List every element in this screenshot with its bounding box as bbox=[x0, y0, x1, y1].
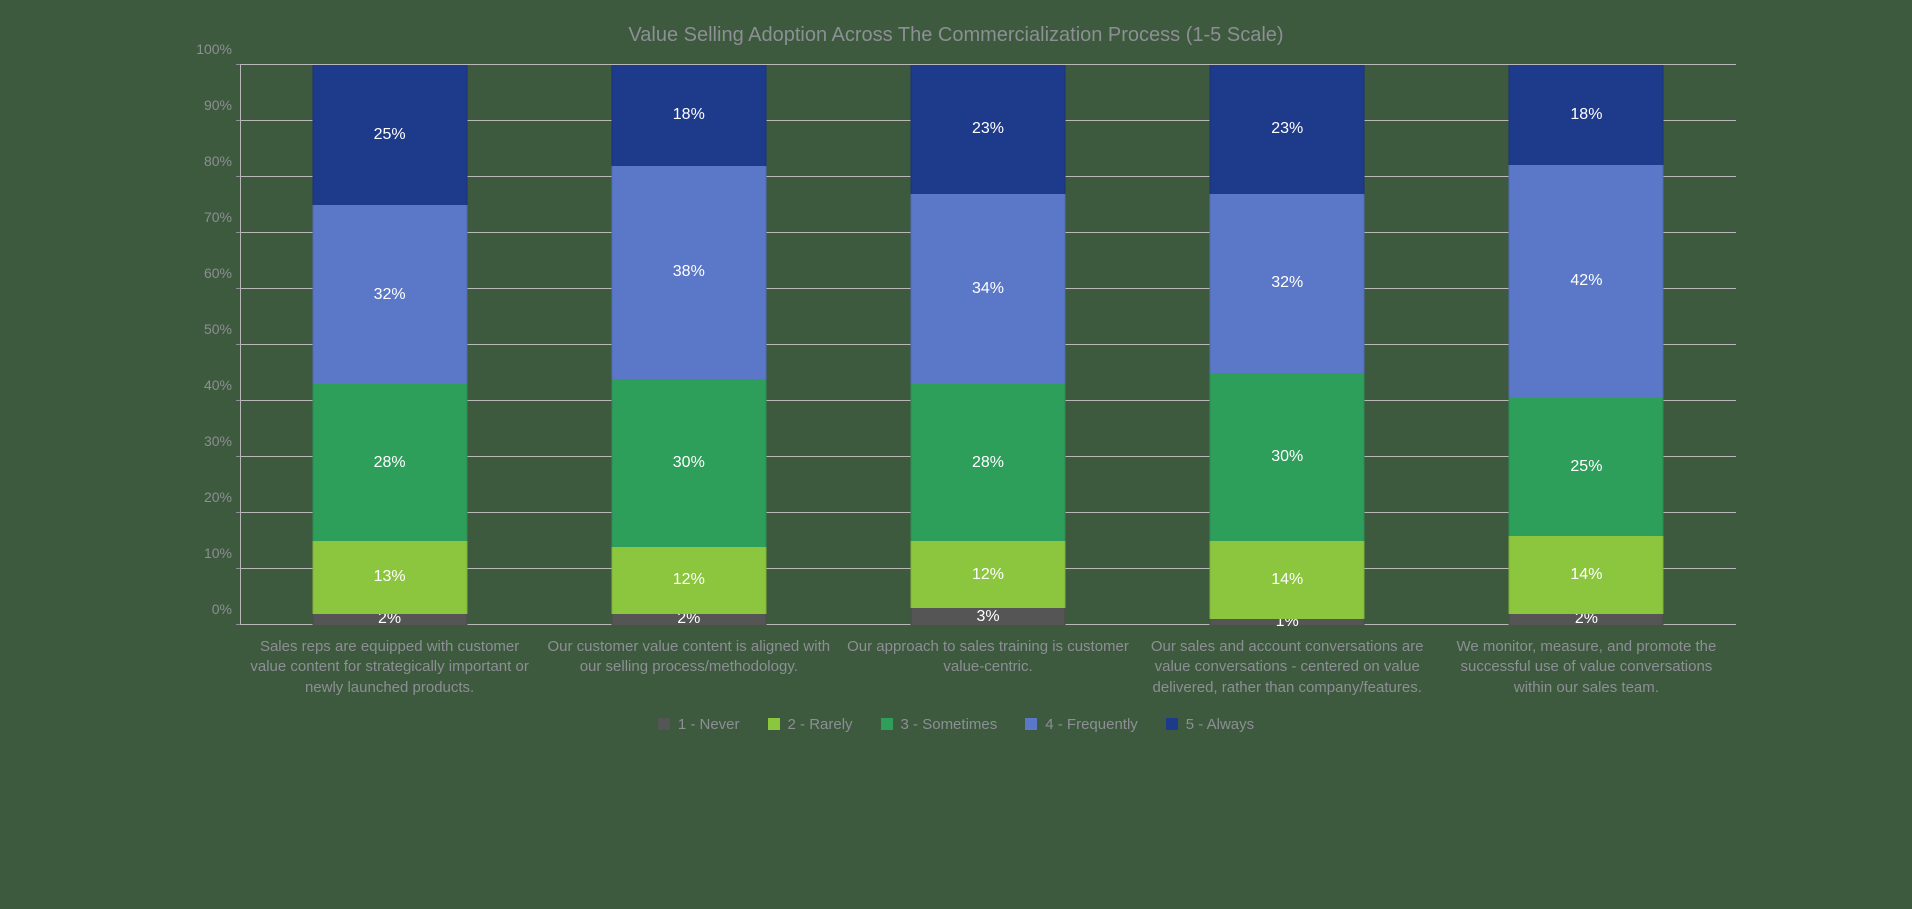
x-axis-label: Our approach to sales training is custom… bbox=[838, 625, 1137, 698]
x-axis-label: Our customer value content is aligned wi… bbox=[539, 625, 838, 698]
y-axis-label: 90% bbox=[204, 97, 240, 113]
x-axis-label: Our sales and account conversations are … bbox=[1138, 625, 1437, 698]
y-axis-label: 30% bbox=[204, 433, 240, 449]
legend-label: 2 - Rarely bbox=[788, 716, 853, 733]
bar-segment: 12% bbox=[911, 541, 1066, 608]
bar-segment: 2% bbox=[611, 614, 766, 625]
bar-segment-label: 34% bbox=[912, 280, 1065, 298]
bar-segment-label: 12% bbox=[912, 566, 1065, 584]
bar-segment: 2% bbox=[312, 614, 467, 625]
bar-segment-label: 3% bbox=[912, 608, 1065, 626]
bar-column: 2% 13% 28% 32% 25% bbox=[240, 65, 539, 625]
bar-segment-label: 30% bbox=[1211, 448, 1364, 466]
bar-segment: 30% bbox=[1210, 373, 1365, 541]
y-axis-label: 80% bbox=[204, 153, 240, 169]
legend-swatch bbox=[1166, 718, 1178, 730]
legend-item: 2 - Rarely bbox=[768, 716, 853, 733]
bar-segment-label: 28% bbox=[313, 454, 466, 472]
bar-segment-label: 12% bbox=[612, 571, 765, 589]
bar-segment-label: 18% bbox=[1510, 106, 1663, 124]
bar-column: 1% 14% 30% 32% 23% bbox=[1138, 65, 1437, 625]
bar-segment-label: 23% bbox=[912, 120, 1065, 138]
bar-column: 2% 14% 25% 42% 18% bbox=[1437, 65, 1736, 625]
bar-segment-label: 42% bbox=[1510, 272, 1663, 290]
stacked-bar: 2% 12% 30% 38% 18% bbox=[611, 65, 766, 625]
bar-segment: 2% bbox=[1509, 614, 1664, 625]
y-axis-label: 10% bbox=[204, 545, 240, 561]
bar-segment-label: 13% bbox=[313, 568, 466, 586]
legend-swatch bbox=[768, 718, 780, 730]
y-axis-label: 0% bbox=[212, 601, 240, 617]
bar-segment-label: 30% bbox=[612, 454, 765, 472]
bar-segment: 28% bbox=[312, 384, 467, 541]
legend-swatch bbox=[658, 718, 670, 730]
bar-segment-label: 32% bbox=[1211, 274, 1364, 292]
bar-segment-label: 14% bbox=[1211, 571, 1364, 589]
bar-segment-label: 32% bbox=[313, 286, 466, 304]
chart-title: Value Selling Adoption Across The Commer… bbox=[176, 20, 1736, 65]
bar-segment: 14% bbox=[1509, 536, 1664, 614]
bar-segment: 30% bbox=[611, 379, 766, 547]
bar-segment: 23% bbox=[1210, 65, 1365, 194]
bar-segment: 12% bbox=[611, 547, 766, 614]
bars-container: 2% 13% 28% 32% 25% 2% 12% 30% 38% 18% 3% 12% 28% 34% 2… bbox=[240, 65, 1736, 625]
y-axis-label: 20% bbox=[204, 489, 240, 505]
plot-area: 0%10%20%30%40%50%60%70%80%90%100% 2%13%2… bbox=[240, 65, 1736, 625]
bar-segment: 1% bbox=[1210, 619, 1365, 625]
bar-segment: 3% bbox=[911, 608, 1066, 625]
x-axis-label: Sales reps are equipped with customer va… bbox=[240, 625, 539, 698]
bar-segment-label: 25% bbox=[313, 126, 466, 144]
stacked-bar-chart: Value Selling Adoption Across The Commer… bbox=[176, 20, 1736, 780]
bar-segment-label: 18% bbox=[612, 106, 765, 124]
bar-segment-label: 25% bbox=[1510, 458, 1663, 476]
bar-segment-label: 23% bbox=[1211, 120, 1364, 138]
legend-label: 5 - Always bbox=[1186, 716, 1254, 733]
legend-swatch bbox=[881, 718, 893, 730]
stacked-bar: 3% 12% 28% 34% 23% bbox=[911, 65, 1066, 625]
x-axis-label: We monitor, measure, and promote the suc… bbox=[1437, 625, 1736, 698]
y-axis-label: 70% bbox=[204, 209, 240, 225]
bar-segment: 38% bbox=[611, 166, 766, 379]
bar-segment: 18% bbox=[611, 65, 766, 166]
legend-label: 1 - Never bbox=[678, 716, 740, 733]
bar-segment: 34% bbox=[911, 194, 1066, 384]
bar-segment: 28% bbox=[911, 384, 1066, 541]
legend: 1 - Never 2 - Rarely 3 - Sometimes 4 - Freq… bbox=[176, 716, 1736, 733]
bar-segment: 13% bbox=[312, 541, 467, 614]
y-axis-label: 50% bbox=[204, 321, 240, 337]
bar-segment-label: 14% bbox=[1510, 566, 1663, 584]
legend-item: 3 - Sometimes bbox=[881, 716, 998, 733]
bar-column: 3% 12% 28% 34% 23% bbox=[838, 65, 1137, 625]
stacked-bar: 1% 14% 30% 32% 23% bbox=[1210, 65, 1365, 625]
bar-segment-label: 28% bbox=[912, 454, 1065, 472]
stacked-bar: 2% 14% 25% 42% 18% bbox=[1509, 65, 1664, 625]
bar-segment: 25% bbox=[1509, 398, 1664, 537]
y-axis-label: 60% bbox=[204, 265, 240, 281]
x-axis-labels: Sales reps are equipped with customer va… bbox=[240, 625, 1736, 698]
legend-label: 3 - Sometimes bbox=[901, 716, 998, 733]
bar-segment: 32% bbox=[1210, 194, 1365, 373]
bar-segment: 14% bbox=[1210, 541, 1365, 619]
bar-segment: 32% bbox=[312, 205, 467, 384]
stacked-bar: 2% 13% 28% 32% 25% bbox=[312, 65, 467, 625]
bar-segment: 25% bbox=[312, 65, 467, 205]
bar-segment: 42% bbox=[1509, 165, 1664, 398]
bar-segment: 18% bbox=[1509, 65, 1664, 165]
legend-swatch bbox=[1025, 718, 1037, 730]
bar-segment-label: 38% bbox=[612, 263, 765, 281]
y-axis-label: 40% bbox=[204, 377, 240, 393]
legend-item: 4 - Frequently bbox=[1025, 716, 1138, 733]
legend-item: 5 - Always bbox=[1166, 716, 1254, 733]
bar-column: 2% 12% 30% 38% 18% bbox=[539, 65, 838, 625]
legend-label: 4 - Frequently bbox=[1045, 716, 1138, 733]
bar-segment: 23% bbox=[911, 65, 1066, 194]
legend-item: 1 - Never bbox=[658, 716, 740, 733]
y-axis-label: 100% bbox=[196, 41, 240, 57]
